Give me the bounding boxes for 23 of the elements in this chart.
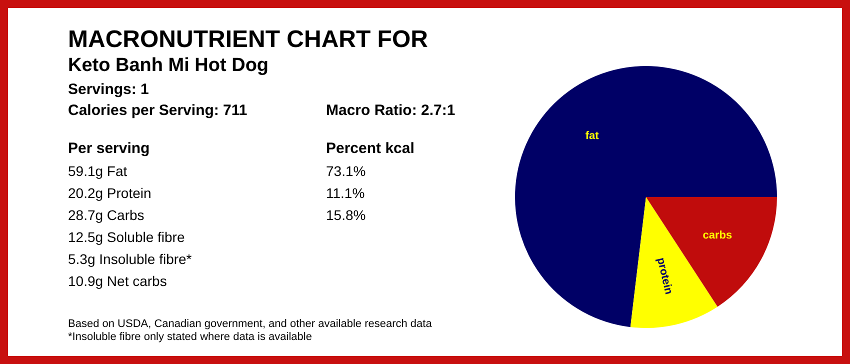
text: Per serving	[68, 140, 150, 157]
text: 20.2g Protein	[68, 185, 152, 201]
text: *Insoluble fibre only stated where data is available	[68, 331, 312, 343]
text: Macro Ratio: 2.7:1	[326, 102, 456, 119]
text: Percent kcal	[326, 140, 414, 157]
text: 5.3g Insoluble fibre*	[68, 251, 192, 267]
text: 15.8%	[326, 207, 366, 223]
text: Calories per Serving: 711	[68, 102, 248, 119]
text: 12.5g Soluble fibre	[68, 229, 185, 245]
text: Based on USDA, Canadian government, and other available research data	[68, 318, 432, 330]
text: Servings: 1	[68, 81, 149, 98]
text: 28.7g Carbs	[68, 207, 144, 223]
text: 10.9g Net carbs	[68, 273, 167, 289]
text: MACRONUTRIENT CHART FOR	[68, 26, 428, 54]
text: Keto Banh Mi Hot Dog	[68, 55, 269, 77]
text: 11.1%	[326, 185, 365, 201]
text: 73.1%	[326, 163, 366, 179]
text: 59.1g Fat	[68, 163, 128, 179]
pie-slice	[515, 66, 777, 328]
slice-label: fat	[585, 130, 600, 142]
slice-label: carbs	[702, 230, 732, 242]
slice-label: protein	[654, 256, 675, 296]
pie-slice	[646, 197, 777, 307]
